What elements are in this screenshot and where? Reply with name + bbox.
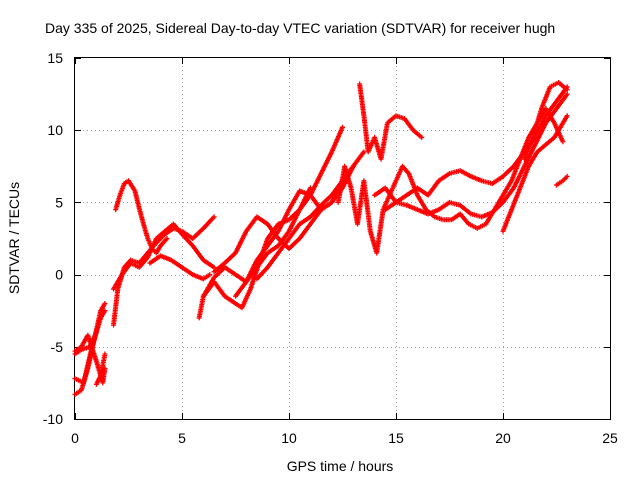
data-point	[564, 91, 570, 97]
y-tick-label: 5	[55, 194, 63, 210]
data-point	[102, 300, 108, 306]
data-point	[102, 351, 108, 357]
x-tick-label: 5	[178, 430, 186, 446]
data-point	[211, 214, 217, 220]
data-point	[340, 124, 345, 130]
axis-ticks	[75, 58, 611, 420]
series-21	[554, 173, 570, 188]
data-point	[564, 113, 570, 119]
data-point	[164, 236, 170, 241]
data-point	[211, 264, 217, 270]
data-points	[72, 80, 570, 397]
data-point	[564, 87, 570, 93]
series-8	[111, 221, 217, 292]
series-20	[521, 80, 570, 162]
x-axis-label: GPS time / hours	[287, 458, 394, 474]
y-tick-label: 0	[55, 267, 63, 283]
plot-frame	[74, 57, 611, 420]
chart-title: Day 335 of 2025, Sidereal Day-to-day VTE…	[45, 20, 555, 36]
x-tick-label: 0	[71, 430, 79, 446]
series-10	[196, 124, 345, 321]
series-18	[382, 91, 570, 220]
series-16	[357, 81, 425, 162]
y-tick-label: 10	[47, 122, 63, 138]
series-6	[113, 178, 170, 256]
data-point	[207, 272, 213, 278]
data-point	[560, 139, 566, 145]
data-point	[93, 329, 99, 335]
tick-labels: 0 5 10 15 20 25 -10 -5 0 5 10 15	[43, 50, 618, 446]
data-point	[307, 185, 313, 191]
y-tick-label: -5	[51, 339, 64, 355]
series-5	[93, 351, 108, 387]
data-point	[361, 149, 367, 155]
data-point	[350, 163, 356, 169]
x-tick-label: 10	[281, 430, 297, 446]
y-axis-label: SDTVAR / TECUs	[6, 182, 22, 294]
x-tick-label: 20	[495, 430, 511, 446]
series-13	[233, 149, 367, 299]
y-tick-label: 15	[47, 50, 63, 66]
data-point	[102, 308, 108, 314]
x-tick-label: 25	[602, 430, 618, 446]
series-4	[72, 329, 99, 357]
data-point	[419, 134, 425, 140]
x-tick-label: 15	[388, 430, 404, 446]
series-15	[335, 106, 566, 256]
y-tick-label: -10	[43, 411, 63, 427]
series-19	[500, 113, 570, 234]
series-9	[147, 253, 213, 282]
series-17	[372, 84, 570, 205]
data-point	[564, 173, 570, 179]
